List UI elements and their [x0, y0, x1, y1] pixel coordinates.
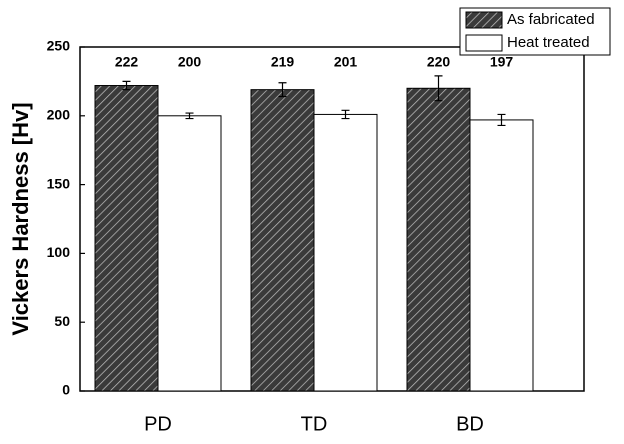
- y-tick-label: 100: [47, 244, 71, 260]
- data-label: 219: [271, 54, 295, 70]
- data-label: 197: [490, 54, 514, 70]
- y-tick-label: 0: [62, 382, 70, 398]
- error-bar: [185, 112, 194, 120]
- bar: [469, 119, 534, 392]
- data-label: 200: [178, 54, 202, 70]
- error-bar: [341, 109, 350, 120]
- legend-label: Heat treated: [507, 34, 590, 51]
- y-axis-label: Vickers Hardness [Hv]: [8, 102, 33, 335]
- x-tick-label: PD: [144, 413, 172, 435]
- error-bar: [497, 113, 506, 127]
- error-bar: [122, 80, 131, 91]
- data-label: 222: [115, 54, 139, 70]
- data-label: 201: [334, 54, 358, 70]
- bar: [250, 89, 315, 392]
- x-tick-label: TD: [301, 413, 328, 435]
- data-label: 220: [427, 54, 451, 70]
- y-tick-label: 200: [47, 107, 71, 123]
- x-tick-label: BD: [456, 413, 484, 435]
- legend-swatch: [465, 34, 503, 52]
- legend-swatch: [465, 11, 503, 29]
- legend-label: As fabricated: [507, 11, 595, 28]
- error-bar: [434, 75, 443, 102]
- y-tick-label: 250: [47, 38, 71, 54]
- y-tick-label: 50: [54, 313, 70, 329]
- bar: [157, 115, 222, 392]
- bar: [313, 113, 378, 392]
- bar: [94, 85, 159, 392]
- error-bar: [278, 82, 287, 98]
- bar: [406, 87, 471, 392]
- y-tick-label: 150: [47, 175, 71, 191]
